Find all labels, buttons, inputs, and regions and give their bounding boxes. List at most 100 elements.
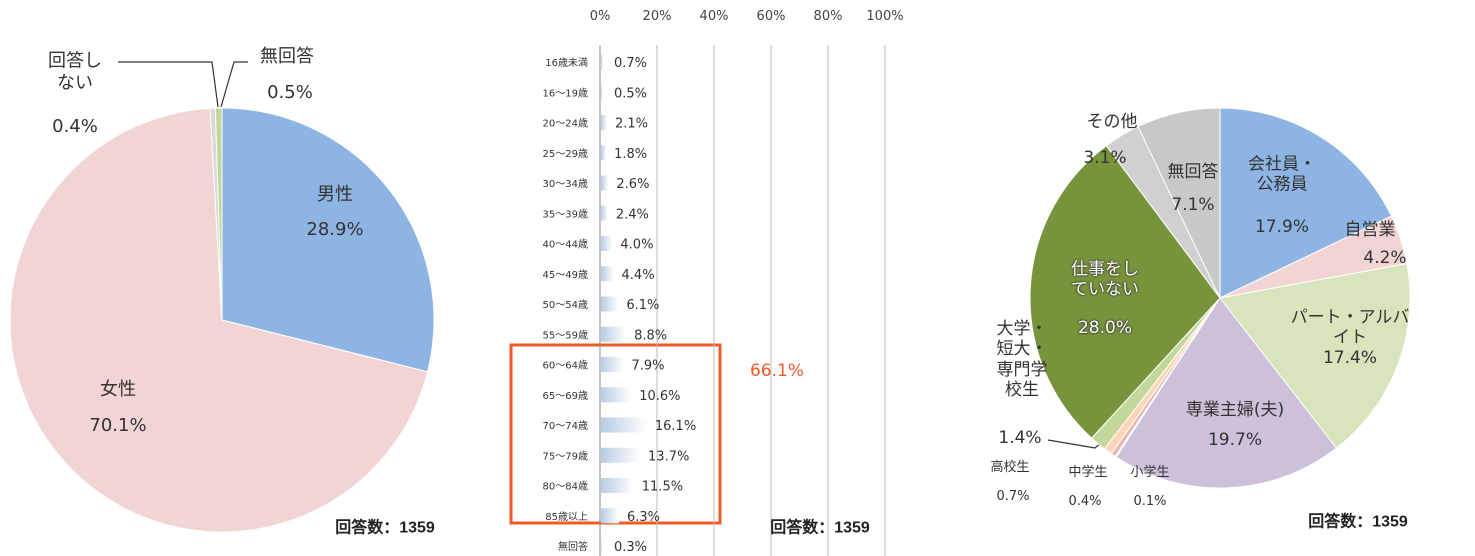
pie-slice bbox=[1029, 145, 1221, 439]
value-label: 7.9% bbox=[632, 359, 665, 374]
value-label: 6.3% bbox=[627, 510, 660, 525]
y-tick-label: 40～44歳 bbox=[543, 239, 588, 251]
bar bbox=[601, 145, 607, 161]
x-tick-label: 20% bbox=[643, 9, 672, 24]
x-tick-label: 40% bbox=[700, 9, 729, 24]
bar bbox=[601, 266, 614, 282]
slice-label: 専業主婦(夫) bbox=[1185, 399, 1285, 420]
leader-line bbox=[220, 61, 248, 108]
y-tick-label: 50～54歳 bbox=[543, 299, 588, 311]
slice-value-label: 4.2% bbox=[1363, 247, 1407, 268]
x-tick-label: 0% bbox=[590, 9, 611, 24]
bar bbox=[601, 326, 627, 342]
slice-value-label: 1.4% bbox=[998, 427, 1042, 448]
y-tick-label: 30～34歳 bbox=[543, 178, 588, 190]
value-label: 4.0% bbox=[620, 238, 653, 253]
pie-slice bbox=[1219, 107, 1393, 299]
bar bbox=[601, 417, 647, 433]
note: 回答数：1359 bbox=[1308, 513, 1408, 531]
slice-value-label: 7.1% bbox=[1171, 194, 1215, 215]
y-tick-label: 65～69歳 bbox=[543, 390, 588, 402]
slice-label: 回答し ない bbox=[48, 50, 102, 93]
slice-label: 女性 bbox=[100, 379, 136, 401]
slice-label: 高校生 bbox=[990, 460, 1030, 476]
y-tick-label: 20～24歳 bbox=[543, 118, 588, 130]
bar bbox=[601, 115, 607, 130]
value-label: 10.6% bbox=[639, 389, 680, 404]
slice-label: 大学・ 短大・ 専門学 校生 bbox=[996, 319, 1048, 401]
x-tick-label: 60% bbox=[757, 9, 786, 24]
slice-value-label: 0.1% bbox=[1133, 494, 1167, 510]
y-tick-label: 80～84歳 bbox=[543, 481, 588, 493]
value-label: 11.5% bbox=[642, 480, 683, 495]
y-tick-label: 55～59歳 bbox=[543, 329, 588, 341]
note: 回答数：1359 bbox=[335, 519, 435, 537]
slice-value-label: 28.9% bbox=[306, 219, 364, 241]
value-label: 2.4% bbox=[616, 207, 649, 222]
pie-slice bbox=[1219, 262, 1411, 449]
slice-label: 小学生 bbox=[1130, 465, 1170, 481]
value-label: 16.1% bbox=[655, 419, 696, 434]
bar bbox=[601, 296, 619, 312]
slice-value-label: 0.7% bbox=[996, 489, 1030, 505]
slice-value-label: 17.9% bbox=[1254, 216, 1310, 237]
slice-value-label: 70.1% bbox=[89, 415, 147, 437]
slice-value-label: 28.0% bbox=[1077, 317, 1133, 338]
slice-value-label: 17.4% bbox=[1322, 347, 1378, 368]
annotation: 66.1% bbox=[750, 361, 804, 381]
slice-label: 中学生 bbox=[1068, 465, 1108, 481]
slice-label: パート・アルバイト bbox=[1290, 307, 1410, 348]
pie-slice bbox=[9, 107, 429, 533]
value-label: 6.1% bbox=[626, 298, 659, 313]
value-label: 13.7% bbox=[648, 449, 689, 464]
value-label: 4.4% bbox=[622, 268, 655, 283]
pie-slice bbox=[1115, 297, 1338, 489]
slice-value-label: 0.5% bbox=[267, 82, 313, 104]
pie-slice bbox=[214, 107, 223, 321]
pie-slice bbox=[1137, 107, 1221, 299]
slice-value-label: 0.4% bbox=[1068, 494, 1102, 510]
x-tick-label: 100% bbox=[866, 9, 903, 24]
pie-slice bbox=[221, 107, 435, 373]
bar bbox=[601, 387, 632, 403]
y-tick-label: 35～39歳 bbox=[543, 208, 588, 220]
bar bbox=[601, 538, 602, 554]
y-tick-label: 85歳以上 bbox=[545, 511, 588, 523]
value-label: 0.7% bbox=[614, 56, 647, 71]
slice-label: 仕事をし ていない bbox=[1071, 259, 1139, 300]
slice-label: その他 bbox=[1086, 111, 1138, 132]
value-label: 2.6% bbox=[616, 177, 649, 192]
slice-value-label: 19.7% bbox=[1207, 429, 1263, 450]
bar bbox=[601, 205, 608, 221]
y-tick-label: 25～29歳 bbox=[543, 148, 588, 160]
x-tick-label: 80% bbox=[814, 9, 843, 24]
slice-label: 無回答 bbox=[1167, 161, 1219, 182]
bar bbox=[601, 447, 641, 463]
y-tick-label: 16～19歳 bbox=[543, 87, 588, 99]
slice-label: 自営業 bbox=[1344, 219, 1396, 240]
y-tick-label: 16歳未満 bbox=[545, 57, 588, 69]
bar bbox=[601, 508, 619, 524]
bar bbox=[601, 236, 613, 251]
note: 回答数：1359 bbox=[770, 519, 870, 537]
y-tick-label: 60～64歳 bbox=[543, 360, 588, 372]
value-label: 8.8% bbox=[634, 328, 667, 343]
value-label: 1.8% bbox=[614, 147, 647, 162]
y-tick-label: 70～74歳 bbox=[543, 420, 588, 432]
bar bbox=[601, 357, 624, 372]
value-label: 0.3% bbox=[614, 540, 647, 555]
y-tick-label: 45～49歳 bbox=[543, 269, 588, 281]
slice-value-label: 3.1% bbox=[1083, 147, 1127, 168]
slice-label: 会社員・ 公務員 bbox=[1248, 154, 1316, 195]
bar bbox=[601, 478, 634, 493]
slice-label: 男性 bbox=[317, 184, 353, 206]
value-label: 2.1% bbox=[615, 117, 648, 132]
y-tick-label: 75～79歳 bbox=[543, 450, 588, 462]
value-label: 0.5% bbox=[614, 86, 647, 101]
bar bbox=[601, 54, 603, 70]
leader-line bbox=[118, 61, 219, 108]
slice-value-label: 0.4% bbox=[52, 116, 98, 138]
bar bbox=[601, 175, 609, 191]
